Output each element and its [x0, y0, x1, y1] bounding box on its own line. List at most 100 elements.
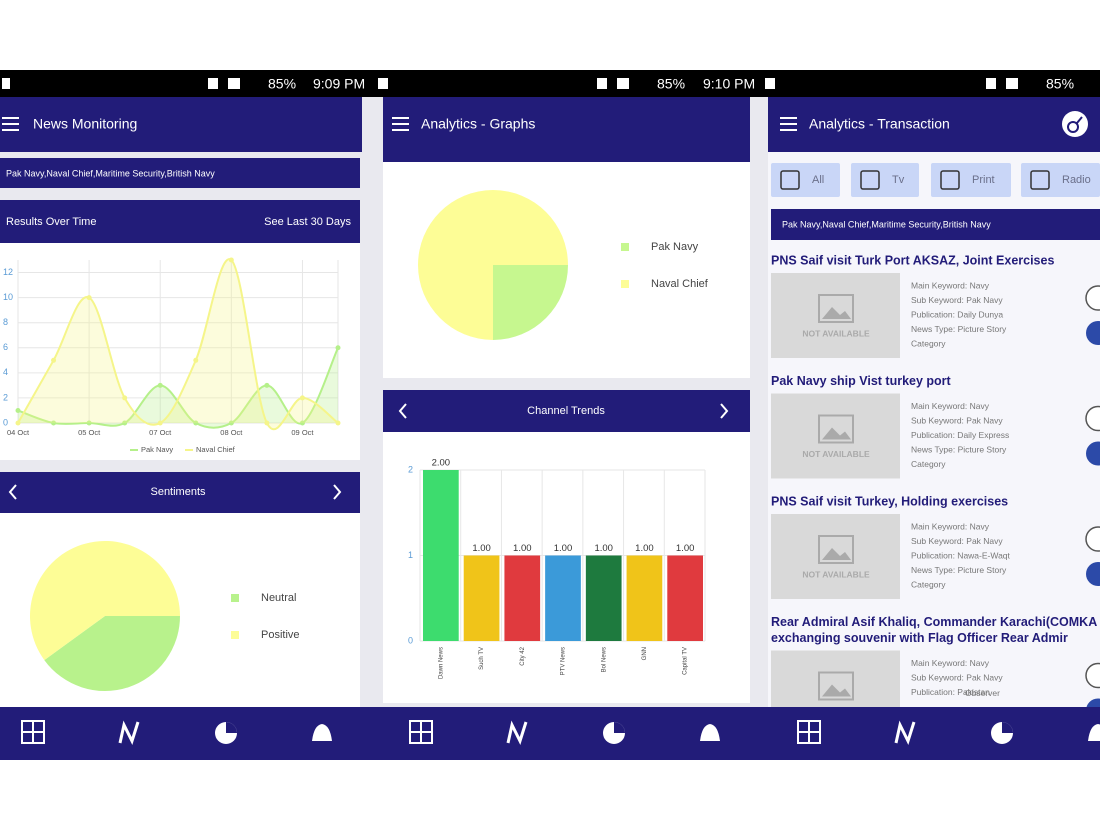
toggle[interactable] [1085, 526, 1100, 552]
news-field: Main Keyword: Navy [911, 280, 990, 290]
bar [667, 555, 703, 641]
legend-label: Naval Chief [196, 445, 236, 454]
news-title[interactable]: Pak Navy ship Vist turkey port [771, 374, 952, 388]
profile-button[interactable] [1062, 111, 1088, 137]
next-button[interactable] [333, 484, 342, 500]
news-field: Category [911, 338, 946, 348]
card-header [383, 152, 750, 162]
data-point [264, 382, 270, 388]
menu-icon[interactable] [392, 129, 409, 131]
y-tick-label: 1 [408, 550, 413, 560]
toggle[interactable] [1085, 662, 1100, 689]
legend-swatch [621, 280, 629, 288]
status-icon [208, 78, 218, 89]
filter-checkbox[interactable] [780, 170, 800, 190]
bar [626, 555, 663, 641]
nav-grid[interactable] [22, 721, 44, 743]
menu-icon[interactable] [2, 117, 19, 119]
nav-pie[interactable] [1002, 722, 1013, 733]
status-icon [1006, 78, 1018, 89]
data-point [299, 395, 305, 401]
data-point [122, 420, 128, 426]
nav-grid[interactable] [798, 721, 820, 743]
nav-grid[interactable] [410, 721, 432, 743]
menu-icon[interactable] [392, 123, 409, 125]
bar-value-label: 1.00 [676, 543, 695, 554]
data-point [122, 395, 128, 401]
card-link[interactable]: See Last 30 Days [264, 216, 351, 228]
news-title[interactable]: exchanging souvenir with Flag Officer Re… [771, 631, 1068, 645]
nav-pie[interactable] [226, 722, 237, 733]
card-title: Results Over Time [6, 216, 96, 228]
screen-title: Analytics - Transaction [809, 116, 950, 132]
legend-swatch [231, 594, 239, 602]
legend-label: Neutral [261, 592, 296, 604]
news-field: Publication: Pakistan [911, 687, 990, 697]
bar-value-label: 1.00 [513, 543, 532, 554]
menu-icon[interactable] [780, 129, 797, 131]
filter-checkbox[interactable] [940, 170, 960, 190]
filter-checkbox[interactable] [860, 170, 880, 190]
nav-bell[interactable] [312, 724, 332, 741]
nav-network[interactable] [118, 720, 140, 745]
nav-network[interactable] [894, 720, 916, 745]
area-fill [18, 347, 338, 428]
filter-chip[interactable] [931, 163, 1011, 197]
menu-icon[interactable] [2, 123, 19, 125]
y-tick-label: 8 [3, 317, 8, 327]
nav-pie[interactable] [614, 722, 625, 733]
legend-label: Naval Chief [651, 278, 709, 290]
menu-icon[interactable] [780, 117, 797, 119]
card-header [0, 472, 360, 513]
toggle[interactable] [1085, 405, 1100, 432]
nav-bell[interactable] [1088, 724, 1100, 741]
menu-icon[interactable] [2, 129, 19, 131]
profile-icon [1067, 121, 1079, 133]
y-tick-label: 2 [408, 464, 413, 474]
x-tick-label: 08 Oct [220, 428, 243, 437]
data-point [51, 420, 57, 426]
bar-value-label: 1.00 [554, 543, 573, 554]
status-icon [617, 78, 629, 89]
time-text: 9:09 PM [313, 76, 365, 92]
battery-text: 85% [657, 76, 685, 92]
data-point [193, 357, 199, 363]
menu-icon[interactable] [392, 117, 409, 119]
image-text: NOT AVAILABLE [802, 328, 870, 338]
toggle[interactable] [1086, 562, 1100, 586]
pie-slice [44, 616, 181, 692]
time-text: 9:10 PM [703, 76, 755, 92]
prev-button[interactable] [8, 484, 17, 500]
x-tick-label: GNN [642, 647, 648, 660]
data-point [299, 420, 305, 426]
status-icon [2, 78, 10, 89]
nav-bell[interactable] [700, 724, 720, 741]
y-tick-label: 12 [3, 267, 13, 277]
menu-icon[interactable] [780, 123, 797, 125]
toggle[interactable] [1086, 441, 1100, 466]
bar [504, 555, 541, 641]
news-title[interactable]: PNS Saif visit Turkey, Holding exercises [771, 494, 1008, 508]
news-field: Main Keyword: Navy [911, 401, 990, 411]
app-header [383, 97, 750, 152]
next-button[interactable] [720, 403, 729, 419]
x-tick-label: 09 Oct [291, 428, 314, 437]
y-tick-label: 6 [3, 342, 8, 352]
bottom-nav [0, 707, 1100, 760]
app-header [0, 97, 362, 152]
news-field: Publication: Nawa-E-Waqt [911, 550, 1011, 560]
prev-button[interactable] [398, 403, 407, 419]
data-point [228, 257, 234, 263]
screen-title: News Monitoring [33, 116, 137, 132]
filter-checkbox[interactable] [1030, 170, 1050, 190]
nav-network[interactable] [506, 720, 528, 745]
card-header [383, 390, 750, 432]
news-title[interactable]: PNS Saif visit Turk Port AKSAZ, Joint Ex… [771, 253, 1054, 267]
news-field: Publication: Daily Express [911, 430, 1009, 440]
bar [423, 470, 459, 641]
news-title[interactable]: Rear Admiral Asif Khaliq, Commander Kara… [771, 615, 1097, 629]
toggle[interactable] [1085, 285, 1100, 311]
image-icon [822, 427, 851, 440]
legend-label: Pak Navy [651, 241, 699, 253]
toggle[interactable] [1086, 321, 1100, 345]
